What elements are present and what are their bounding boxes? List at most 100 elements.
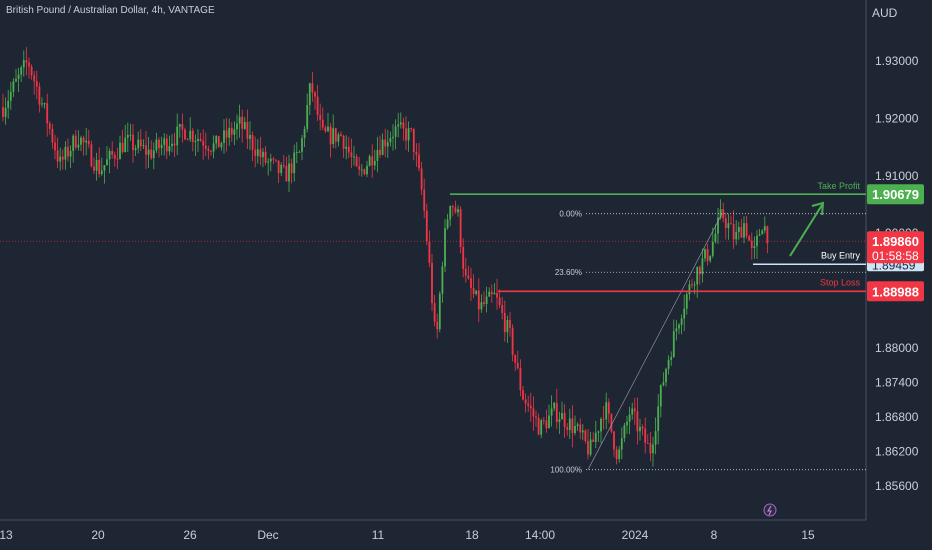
candle-body [724, 218, 727, 229]
candle-body [360, 169, 363, 171]
candle-body [285, 165, 288, 182]
candle-body [262, 151, 264, 158]
candle-body [425, 210, 428, 242]
candle-body [683, 308, 686, 319]
candle-body [48, 123, 51, 129]
candle-body [566, 427, 569, 430]
candle-body [709, 255, 712, 261]
candle-body [82, 137, 85, 143]
candle-body [662, 382, 665, 386]
candle-body [215, 136, 218, 144]
candle-body [236, 123, 238, 130]
candle-body [639, 426, 641, 432]
candle-body [150, 149, 153, 159]
candle-body [732, 224, 735, 240]
candle-body [600, 418, 602, 432]
candle-body [431, 262, 433, 304]
candle-body [620, 438, 623, 450]
candle-body [308, 83, 311, 106]
current-price-value: 1.89860 [872, 234, 919, 249]
candle-body [701, 258, 704, 275]
candle-body [574, 425, 576, 434]
candle-body [345, 146, 348, 149]
candle-body [327, 126, 329, 132]
candle-body [306, 105, 309, 130]
candle-body [698, 266, 701, 275]
fib-trend-line [587, 213, 723, 470]
candle-body [199, 138, 202, 141]
candle-body [415, 152, 418, 155]
candle-body [693, 284, 696, 286]
candle-body [706, 249, 709, 261]
candle-body [592, 439, 595, 442]
candle-body [761, 230, 764, 235]
candle-body [342, 136, 345, 149]
candle-body [568, 418, 571, 430]
candle-body [399, 122, 402, 125]
candle-body [340, 134, 342, 137]
candle-body [691, 284, 693, 286]
candle-body [553, 402, 556, 409]
candle-body [423, 189, 426, 211]
candle-body [381, 139, 384, 155]
x-tick-label: 13 [0, 528, 13, 542]
chart-title: British Pound / Australian Dollar, 4h, V… [6, 5, 215, 16]
candle-body [290, 163, 293, 174]
candle-body [428, 241, 431, 263]
candle-body [163, 138, 166, 145]
candle-body [641, 426, 644, 429]
candle-body [12, 81, 15, 92]
candle-body [711, 241, 714, 256]
candle-body [168, 146, 171, 152]
current-price-badge [867, 231, 924, 264]
candle-body [30, 66, 33, 76]
candle-body [584, 430, 587, 442]
flash-icon [763, 503, 777, 517]
candle-body [472, 288, 475, 294]
candle-body [38, 86, 41, 105]
candle-body [178, 124, 181, 127]
candle-body [405, 128, 407, 141]
candle-body [420, 168, 423, 190]
candle-body [561, 412, 563, 420]
x-tick-label: 18 [465, 528, 479, 542]
candle-body [441, 266, 444, 294]
candle-body [376, 149, 379, 161]
candle-body [337, 134, 340, 142]
candle-body [293, 152, 296, 174]
x-tick-label: 8 [711, 528, 718, 542]
x-tick-label: 11 [372, 528, 385, 542]
candle-body [204, 145, 207, 149]
candle-body [363, 169, 366, 175]
candle-body [59, 156, 62, 162]
candle-body [542, 420, 545, 422]
candle-body [753, 246, 756, 249]
candle-body [176, 126, 179, 146]
candle-body [93, 166, 95, 171]
candle-body [298, 151, 301, 153]
candle-body [745, 223, 748, 237]
candle-body [108, 151, 111, 160]
candle-body [618, 449, 621, 460]
candle-body [389, 138, 392, 143]
candle-body [410, 128, 413, 130]
candle-body [142, 145, 145, 147]
x-tick-label: 14:00 [525, 528, 555, 542]
candle-body [529, 405, 532, 409]
candle-body [628, 414, 631, 422]
candle-body [379, 149, 381, 155]
candle-body [210, 150, 212, 152]
candle-body [366, 165, 368, 175]
candle-body [355, 156, 358, 167]
candle-body [316, 96, 319, 115]
y-tick-label: 1.88000 [875, 341, 919, 355]
candle-body [358, 166, 361, 170]
x-tick-label: 20 [91, 528, 105, 542]
candle-body [43, 103, 46, 105]
candle-body [314, 92, 316, 97]
candle-body [717, 217, 719, 234]
candle-body [155, 139, 158, 151]
candle-body [457, 209, 459, 213]
candle-body [74, 135, 77, 148]
